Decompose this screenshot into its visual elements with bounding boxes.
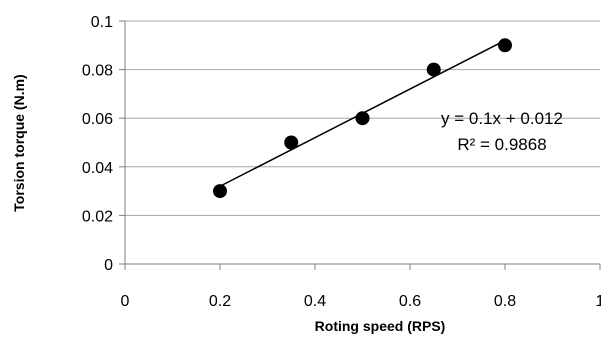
data-point: [213, 184, 227, 199]
y-axis-title: Torsion torque (N.m): [11, 74, 27, 211]
x-tick-label: 0.2: [209, 293, 231, 310]
y-tick-label: 0.06: [82, 111, 113, 128]
y-tick-labels: 0 0.02 0.04 0.06 0.08 0.1: [82, 14, 113, 274]
x-axis-title: Roting speed (RPS): [315, 318, 446, 334]
data-points: [213, 38, 512, 199]
trendline-equation: y = 0.1x + 0.012: [441, 109, 563, 128]
data-point: [284, 135, 299, 150]
x-tick-label: 0: [121, 293, 130, 310]
x-tick-label: 1: [596, 293, 601, 310]
data-point: [426, 62, 441, 77]
y-tick-label: 0.1: [91, 14, 113, 31]
y-tick-label: 0: [104, 257, 113, 274]
data-point: [498, 38, 512, 53]
y-tick-label: 0.02: [82, 208, 113, 225]
trendline-r-squared: R² = 0.9868: [457, 135, 546, 154]
x-tick-label: 0.8: [494, 293, 516, 310]
axes: [119, 20, 601, 270]
x-tick-labels: 0 0.2 0.4 0.6 0.8 1: [121, 293, 601, 310]
y-tick-label: 0.04: [82, 160, 113, 177]
x-tick-label: 0.4: [304, 293, 326, 310]
data-point: [355, 111, 370, 126]
y-tick-label: 0.08: [82, 63, 113, 80]
x-tick-label: 0.6: [399, 293, 421, 310]
